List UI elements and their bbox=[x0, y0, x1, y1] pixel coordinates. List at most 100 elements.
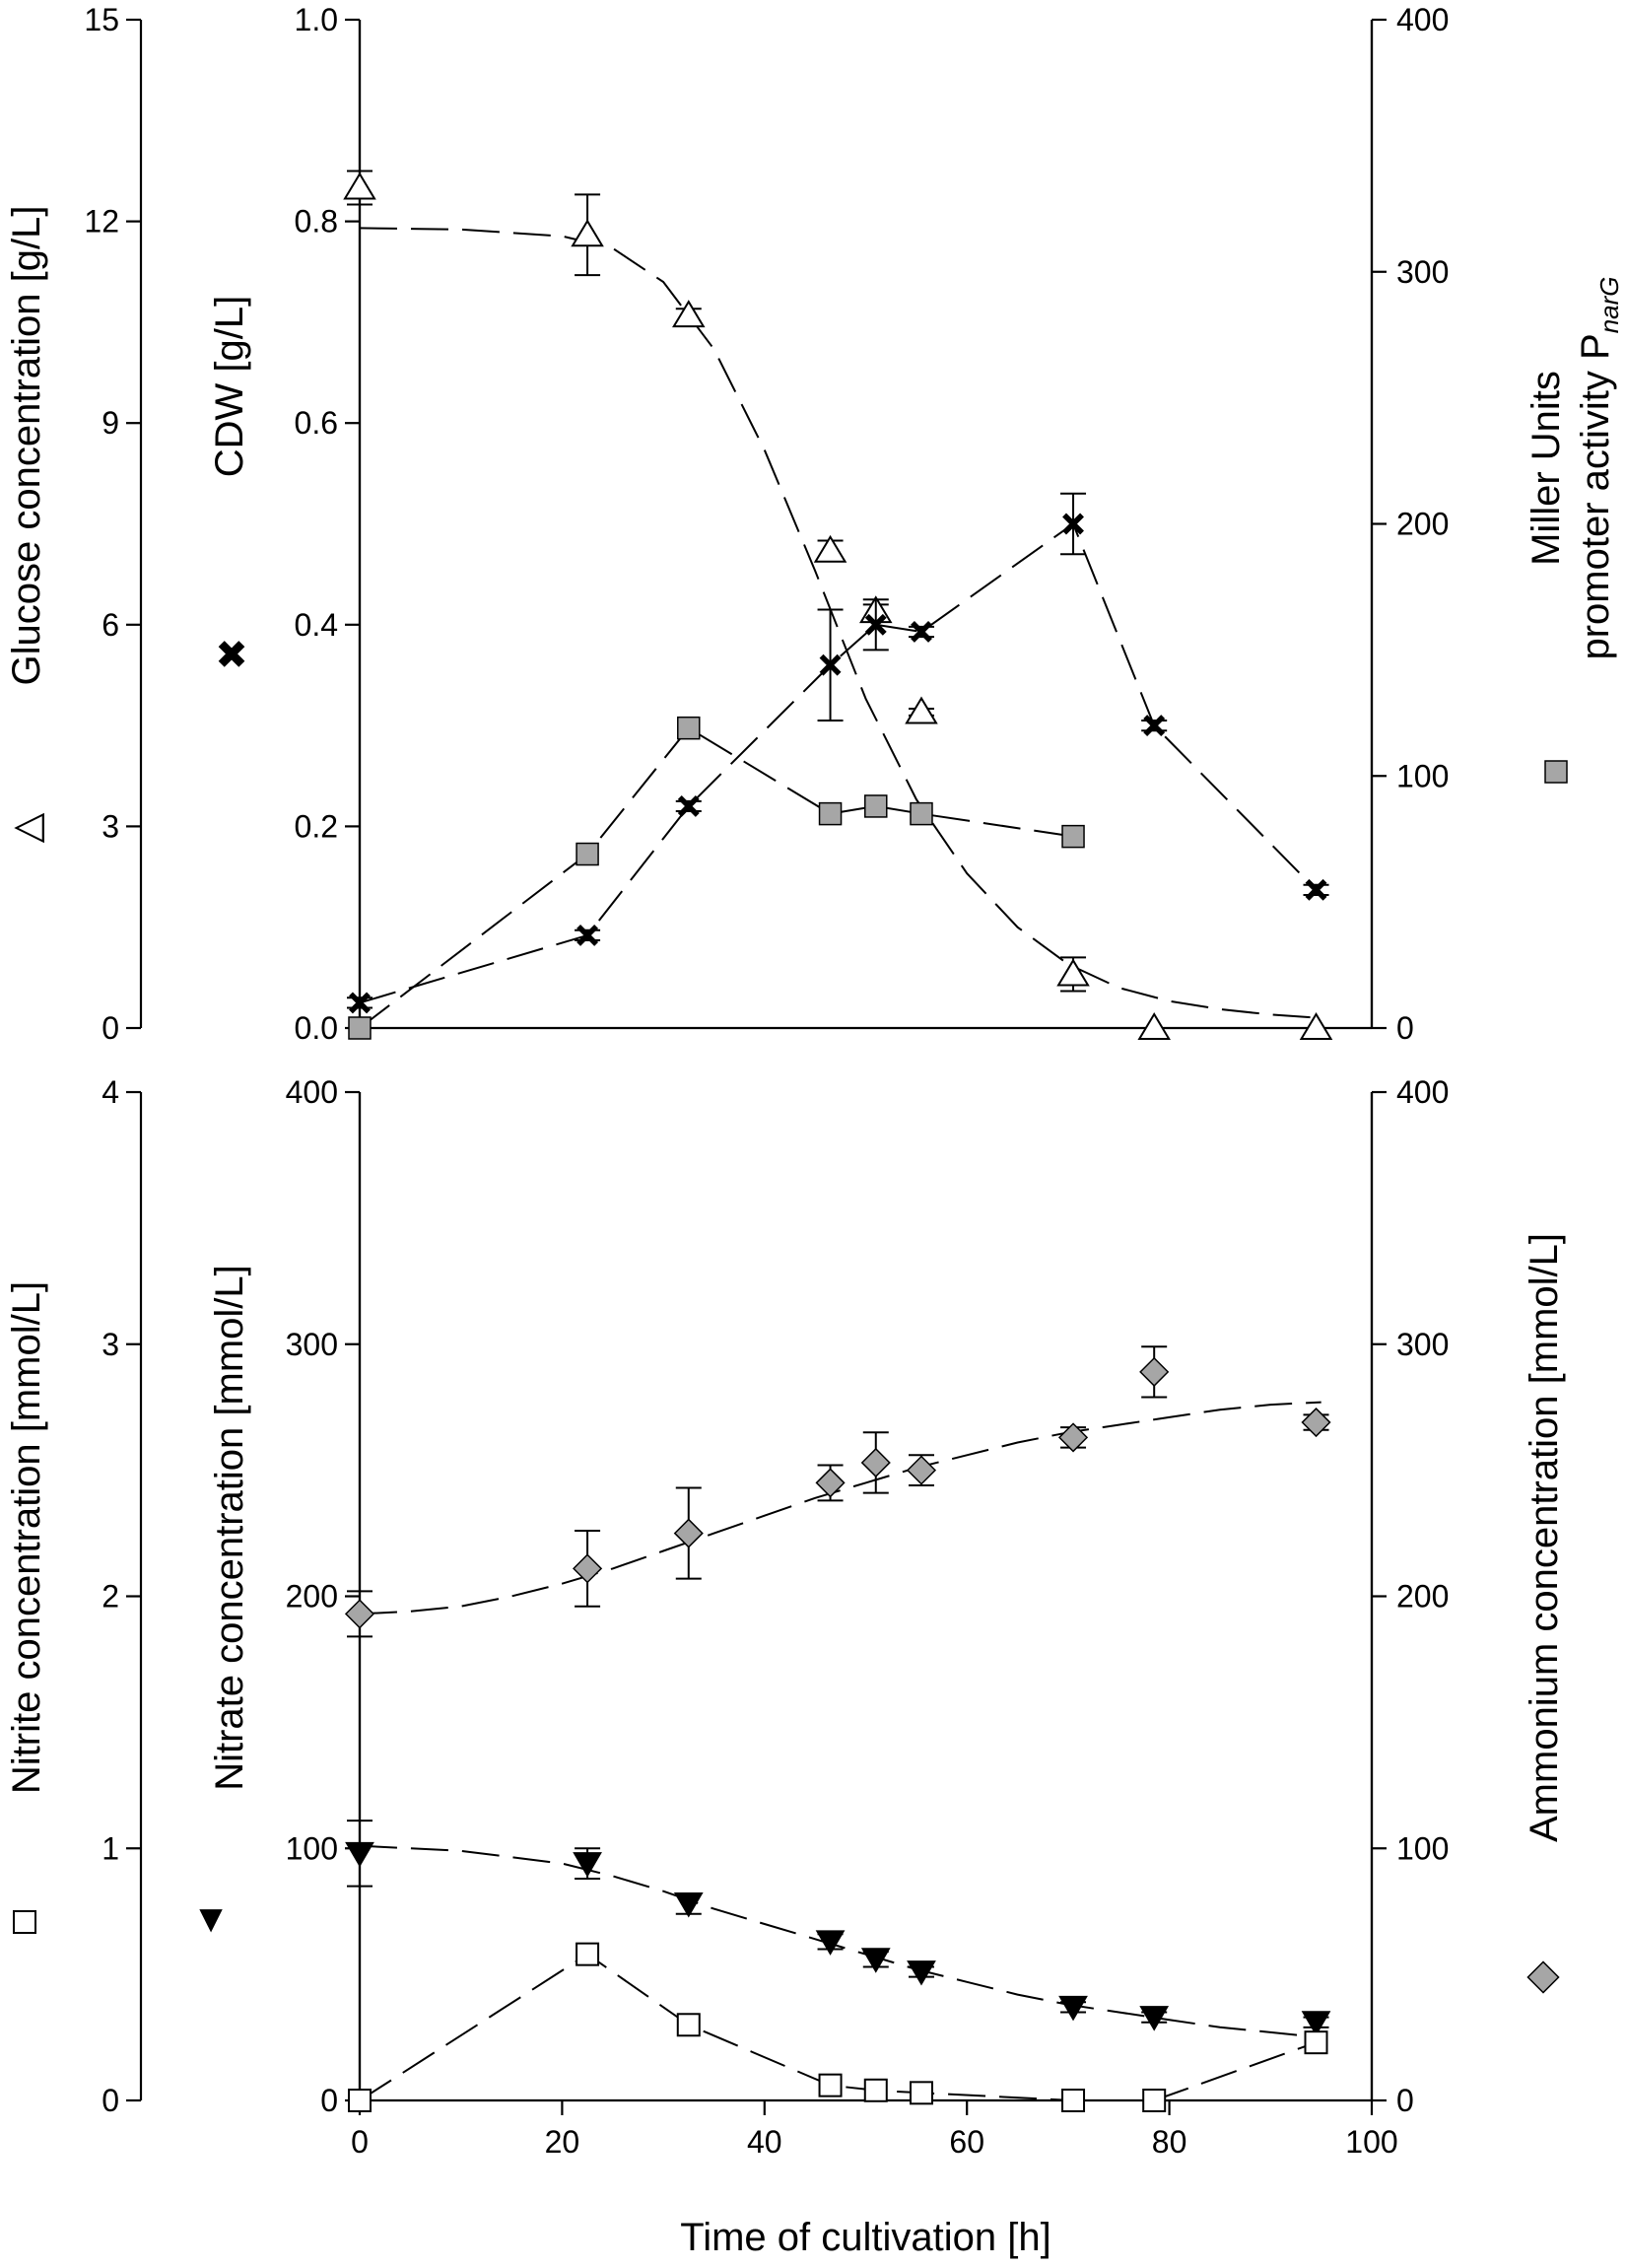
nitrate-point bbox=[345, 1841, 374, 1868]
cdw-point bbox=[864, 613, 887, 636]
nitrite-point bbox=[863, 2078, 888, 2102]
nitrite-legend-square-icon bbox=[13, 1910, 36, 1934]
glucose-tick-label: 12 bbox=[84, 204, 119, 240]
miller-axis-label-main: promoter activity P bbox=[1574, 333, 1617, 659]
nitrate-point bbox=[815, 1930, 846, 1956]
miller-tick-label: 200 bbox=[1396, 507, 1449, 542]
nitrite-tick-label: 1 bbox=[102, 1830, 119, 1866]
x-tick-label: 40 bbox=[747, 2124, 782, 2160]
nitrite-tick-label: 0 bbox=[102, 2083, 119, 2118]
x-tick-label: 80 bbox=[1152, 2124, 1187, 2160]
miller-point bbox=[1061, 824, 1085, 849]
glucose-fit-line bbox=[359, 227, 1321, 1019]
glucose-tick-label: 3 bbox=[102, 808, 119, 844]
miller-axis-label-line2: promoter activity PnarG bbox=[1574, 276, 1624, 659]
glucose-tick-label: 0 bbox=[102, 1010, 119, 1046]
cdw-fit-line bbox=[359, 521, 1318, 1004]
nitrite-point bbox=[1061, 2089, 1086, 2112]
cdw-point bbox=[349, 992, 371, 1014]
ammonium-tick-label: 100 bbox=[1396, 1830, 1449, 1866]
cdw-point bbox=[911, 621, 932, 643]
glucose-point bbox=[571, 219, 604, 247]
cdw-point bbox=[1143, 715, 1166, 737]
cdw-point bbox=[1062, 513, 1084, 535]
miller-tick-label: 0 bbox=[1396, 1010, 1414, 1046]
nitrate-fit-line bbox=[359, 1844, 1321, 2039]
nitrite-point bbox=[1304, 2030, 1328, 2055]
miller-point bbox=[864, 794, 888, 818]
x-tick-label: 60 bbox=[949, 2124, 984, 2160]
ammonium-tick-label: 200 bbox=[1396, 1579, 1449, 1615]
glucose-point bbox=[813, 534, 847, 563]
miller-fit-line bbox=[359, 726, 1074, 1029]
nitrite-point bbox=[676, 2013, 701, 2037]
miller-axis-label-line1: Miller Units bbox=[1524, 371, 1568, 566]
glucose-tick-label: 15 bbox=[84, 2, 119, 37]
miller-tick-label: 400 bbox=[1396, 2, 1449, 37]
nitrate-legend-triangle-icon: ▼ bbox=[191, 1897, 231, 1941]
nitrate-point bbox=[907, 1960, 936, 1986]
cdw-point bbox=[1305, 878, 1327, 901]
x-tick-label: 20 bbox=[545, 2124, 580, 2160]
ammonium-point bbox=[673, 1518, 704, 1548]
nitrite-tick-label: 3 bbox=[102, 1327, 119, 1362]
glucose-point bbox=[1299, 1012, 1333, 1040]
nitrate-point bbox=[1058, 1995, 1088, 2022]
ammonium-point bbox=[573, 1553, 603, 1584]
ammonium-point bbox=[906, 1455, 937, 1485]
cdw-point bbox=[819, 653, 842, 676]
nitrate-tick-label: 0 bbox=[320, 2083, 338, 2118]
miller-point bbox=[348, 1016, 372, 1040]
ammonium-point bbox=[815, 1468, 846, 1498]
glucose-point bbox=[1056, 958, 1090, 987]
nitrite-tick-label: 4 bbox=[102, 1074, 119, 1110]
ammonium-point bbox=[1301, 1407, 1331, 1438]
ammonium-point bbox=[860, 1447, 891, 1478]
x-tick-label: 100 bbox=[1345, 2124, 1397, 2160]
ammonium-tick-label: 300 bbox=[1396, 1327, 1449, 1362]
nitrate-tick-label: 200 bbox=[286, 1579, 338, 1615]
miller-point bbox=[576, 842, 599, 866]
x-tick-label: 0 bbox=[351, 2124, 369, 2160]
miller-legend-square-icon bbox=[1544, 760, 1568, 784]
nitrite-point bbox=[576, 1942, 600, 1966]
ammonium-fit-line bbox=[359, 1401, 1321, 1615]
nitrate-point bbox=[673, 1892, 704, 1918]
nitrate-point bbox=[1139, 2006, 1170, 2031]
nitrate-point bbox=[573, 1852, 602, 1878]
ammonium-tick-label: 0 bbox=[1396, 2083, 1414, 2118]
nitrate-point bbox=[1301, 2011, 1331, 2036]
cdw-tick-label: 0.4 bbox=[295, 607, 338, 643]
cdw-axis-label: CDW [g/L] bbox=[208, 296, 251, 477]
nitrite-tick-label: 2 bbox=[102, 1579, 119, 1615]
cdw-tick-label: 0.0 bbox=[295, 1010, 338, 1046]
nitrite-point bbox=[818, 2073, 843, 2097]
cdw-tick-label: 0.6 bbox=[295, 405, 338, 441]
cdw-tick-label: 1.0 bbox=[295, 2, 338, 37]
nitrite-point bbox=[348, 2089, 372, 2112]
glucose-tick-label: 9 bbox=[102, 405, 119, 441]
cdw-legend-cross-icon: ✖ bbox=[215, 634, 248, 677]
ammonium-axis-label: Ammonium concentration [mmol/L] bbox=[1523, 1233, 1566, 1842]
nitrate-axis-label: Nitrate concentration [mmol/L] bbox=[208, 1265, 251, 1791]
glucose-legend-triangle-icon: △ bbox=[5, 812, 48, 843]
nitrate-tick-label: 300 bbox=[286, 1327, 338, 1362]
glucose-point bbox=[905, 696, 938, 724]
miller-point bbox=[677, 716, 701, 740]
ammonium-point bbox=[1057, 1422, 1089, 1453]
miller-point bbox=[818, 801, 843, 826]
cdw-point bbox=[677, 794, 700, 817]
glucose-point bbox=[1137, 1012, 1171, 1040]
ammonium-point bbox=[1139, 1356, 1170, 1387]
miller-tick-label: 300 bbox=[1396, 254, 1449, 290]
nitrite-point bbox=[909, 2081, 933, 2105]
cdw-point bbox=[576, 924, 599, 946]
x-axis-label: Time of cultivation [h] bbox=[680, 2216, 1050, 2259]
nitrite-axis-label: Nitrite concentration [mmol/L] bbox=[5, 1281, 48, 1794]
glucose-tick-label: 6 bbox=[102, 607, 119, 643]
nitrate-tick-label: 400 bbox=[286, 1074, 338, 1110]
miller-axis-label-subscript: narG bbox=[1594, 276, 1624, 333]
miller-point bbox=[910, 801, 933, 826]
ammonium-legend-diamond-icon bbox=[1526, 1960, 1560, 1994]
